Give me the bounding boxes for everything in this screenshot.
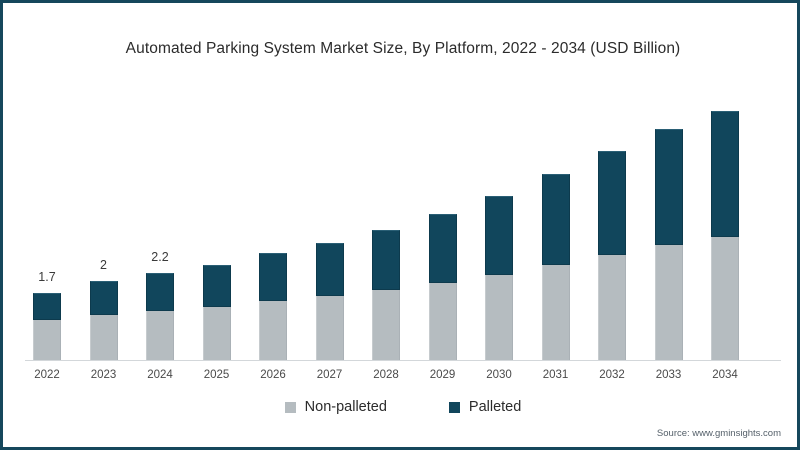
x-axis-tick-2024: 2024 [147,369,173,381]
legend-swatch-non-palleted [284,401,296,413]
bar-group[interactable] [259,253,287,360]
x-axis-tick-2028: 2028 [373,369,399,381]
x-axis-tick-2031: 2031 [542,369,569,381]
bar-segment-non-palleted[interactable] [315,295,344,360]
bar-group[interactable] [654,128,683,360]
bar-group[interactable] [315,243,344,360]
bar-group[interactable] [202,265,231,360]
x-axis-tick-2032: 2032 [599,369,625,381]
bar-segment-palleted[interactable] [485,195,513,276]
bar-segment-non-palleted[interactable] [541,265,570,360]
bar-group[interactable] [711,111,739,360]
chart-legend: Non-palleted Palleted [3,399,800,415]
bar-segment-non-palleted[interactable] [146,310,174,360]
x-axis-tick-2026: 2026 [260,369,286,381]
bar-group[interactable] [541,174,570,360]
bar-segment-non-palleted[interactable] [711,237,739,360]
bar-segment-palleted[interactable] [654,128,683,246]
bar-group[interactable] [146,273,174,360]
bar-segment-palleted[interactable] [315,243,344,296]
bar-value-label: 2.2 [151,250,169,265]
bar-segment-palleted[interactable] [428,213,457,283]
bar-segment-palleted[interactable] [372,229,400,290]
bar-group[interactable] [485,195,513,360]
x-axis-tick-2023: 2023 [90,369,117,381]
axis-baseline [25,360,781,361]
legend-item-palleted[interactable]: Palleted [448,399,522,415]
legend-swatch-palleted [448,401,460,413]
bar-segment-palleted[interactable] [598,150,626,256]
bar-segment-palleted[interactable] [202,265,231,307]
bar-value-label: 1.7 [38,269,56,284]
legend-item-non-palleted[interactable]: Non-palleted [284,399,387,415]
chart-title: Automated Parking System Market Size, By… [125,40,681,57]
bar-segment-non-palleted[interactable] [598,255,626,360]
x-axis-tick-2030: 2030 [486,369,512,381]
bar-group[interactable] [89,280,118,360]
legend-label-non-palleted: Non-palleted [304,399,387,415]
x-axis-tick-2029: 2029 [429,369,456,381]
bar-segment-palleted[interactable] [259,253,287,301]
bar-segment-non-palleted[interactable] [89,314,118,360]
bar-value-label: 2 [100,257,107,272]
x-axis-tick-2025: 2025 [203,369,230,381]
bar-segment-non-palleted[interactable] [33,320,61,360]
bar-segment-palleted[interactable] [711,111,739,238]
source-attribution: Source: www.gminsights.com [656,428,781,439]
bar-group[interactable] [33,292,61,360]
bar-group[interactable] [372,229,400,360]
bar-segment-palleted[interactable] [33,292,61,321]
bar-segment-non-palleted[interactable] [654,245,683,360]
bar-group[interactable] [598,150,626,360]
bar-segment-palleted[interactable] [541,174,570,266]
x-axis-tick-2034: 2034 [712,369,738,381]
bar-segment-non-palleted[interactable] [485,275,513,360]
legend-label-palleted: Palleted [468,399,522,415]
x-axis-tick-2033: 2033 [655,369,682,381]
bar-segment-palleted[interactable] [146,273,174,311]
bar-segment-non-palleted[interactable] [428,282,457,360]
bar-segment-non-palleted[interactable] [202,306,231,360]
bar-segment-palleted[interactable] [89,280,118,315]
x-axis-tick-2022: 2022 [34,369,60,381]
x-axis-tick-2027: 2027 [316,369,343,381]
bar-group[interactable] [428,213,457,360]
bar-segment-non-palleted[interactable] [372,289,400,360]
bar-segment-non-palleted[interactable] [259,300,287,360]
